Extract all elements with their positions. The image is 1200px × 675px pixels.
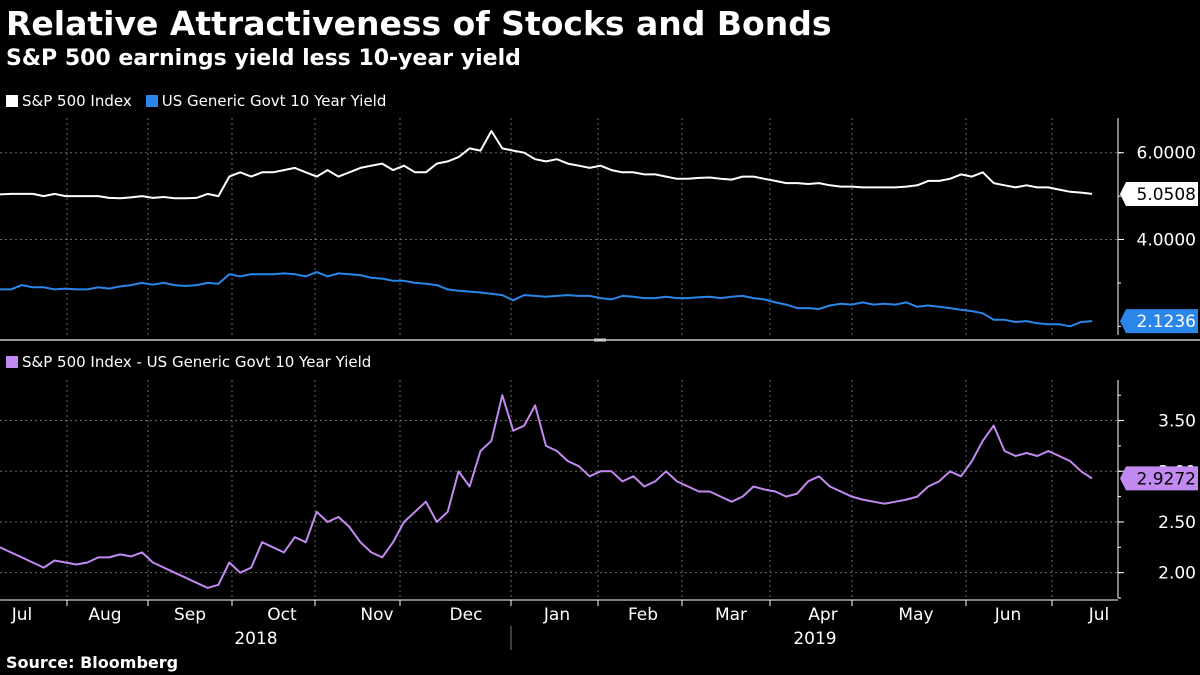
last-value-label-0-1: 2.1236 (1137, 312, 1196, 332)
legend-swatch-govt10 (145, 95, 158, 107)
series-line-1-0 (0, 394, 1093, 589)
series-line-0-0 (0, 130, 1093, 200)
series-line-0-1 (0, 271, 1093, 328)
xtick-label-8: Mar (715, 605, 747, 625)
last-value-badge-0-1 (1120, 309, 1198, 334)
xtick-label-12: Jul (1088, 605, 1110, 625)
series-layer (0, 130, 1093, 589)
xtick-label-10: May (898, 605, 933, 625)
legend-swatch-sp500 (6, 95, 18, 107)
last-value-label-0-0: 5.0508 (1137, 185, 1196, 205)
ytick-label-0-1: 6.0000 (1137, 144, 1196, 164)
legend-label-spread: S&P 500 Index - US Generic Govt 10 Year … (22, 353, 372, 371)
grid-layer (0, 118, 1118, 598)
legend-item-sp500: S&P 500 Index (6, 92, 132, 110)
year-label-2018: 2018 (234, 629, 277, 649)
legend-swatch-spread (6, 356, 18, 368)
xtick-label-1: Aug (88, 605, 121, 625)
source-note: Source: Bloomberg (6, 653, 179, 672)
axis-layer (0, 118, 1200, 650)
chart-title: Relative Attractiveness of Stocks and Bo… (6, 4, 832, 43)
xtick-label-6: Jan (543, 605, 570, 625)
xtick-label-7: Feb (628, 605, 658, 625)
last-value-label-1-0: 2.9272 (1137, 469, 1196, 489)
xtick-label-11: Jun (994, 605, 1022, 625)
top-chart-legend: S&P 500 Index US Generic Govt 10 Year Yi… (6, 92, 400, 110)
ytick-label-1-0: 2.00 (1158, 564, 1196, 584)
chart-subtitle: S&P 500 earnings yield less 10-year yiel… (6, 46, 521, 71)
ytick-label-0-0: 4.0000 (1137, 231, 1196, 251)
legend-item-spread: S&P 500 Index - US Generic Govt 10 Year … (6, 353, 371, 371)
last-value-badge-1-0 (1120, 466, 1198, 491)
xtick-label-3: Oct (267, 605, 297, 625)
legend-item-govt10: US Generic Govt 10 Year Yield (145, 92, 387, 110)
xtick-label-9: Apr (808, 605, 837, 625)
legend-label-govt10: US Generic Govt 10 Year Yield (161, 92, 387, 110)
xtick-label-2: Sep (174, 605, 206, 625)
ytick-label-1-1: 2.50 (1158, 513, 1196, 533)
xtick-label-5: Dec (450, 605, 483, 625)
label-layer: 4.00006.00005.05082.12362.002.503.003.50… (11, 144, 1198, 649)
bottom-chart-legend: S&P 500 Index - US Generic Govt 10 Year … (6, 353, 385, 371)
xtick-label-0: Jul (11, 605, 33, 625)
xtick-label-4: Nov (360, 605, 393, 625)
last-value-badge-0-0 (1120, 181, 1198, 206)
legend-label-sp500: S&P 500 Index (22, 92, 132, 110)
year-label-2019: 2019 (793, 629, 836, 649)
ytick-label-1-3: 3.50 (1158, 412, 1196, 432)
